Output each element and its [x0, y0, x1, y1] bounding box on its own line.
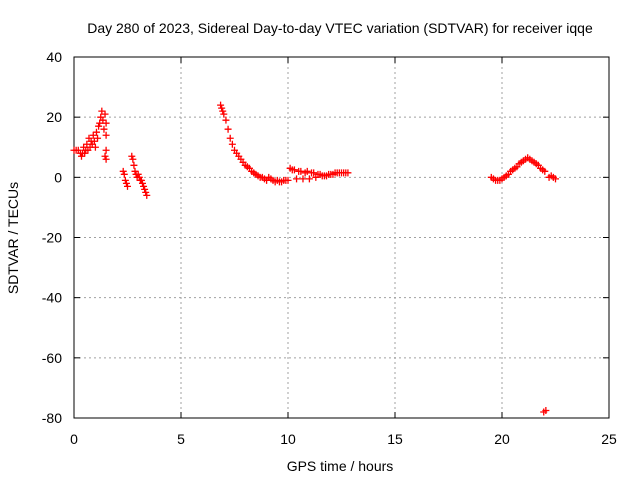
data-point — [143, 191, 151, 199]
data-point — [91, 143, 99, 151]
data-point — [120, 170, 128, 178]
data-point — [297, 167, 305, 175]
data-point — [344, 169, 352, 177]
axis-ticks: 0 5 10 15 20 25 -80 -60 -40 -20 0 20 40 — [42, 49, 617, 447]
data-point — [122, 179, 130, 187]
data-point — [220, 110, 228, 118]
data-point — [124, 182, 131, 190]
x-tick-label: 15 — [387, 431, 403, 447]
data-point — [226, 134, 234, 142]
data-point — [119, 167, 127, 175]
data-point — [305, 175, 313, 183]
x-tick-label: 10 — [280, 431, 296, 447]
data-point — [141, 185, 149, 193]
x-tick-label: 5 — [177, 431, 185, 447]
data-point — [224, 125, 232, 133]
x-tick-label: 0 — [70, 431, 78, 447]
data-series — [70, 101, 559, 416]
data-point — [102, 146, 110, 154]
data-point — [100, 125, 108, 133]
data-point — [101, 152, 109, 160]
data-point — [219, 107, 227, 115]
data-point — [130, 161, 138, 169]
data-point — [77, 152, 85, 160]
y-tick-label: 20 — [46, 109, 62, 125]
data-point — [102, 131, 110, 139]
y-tick-label: -20 — [42, 230, 62, 246]
chart-title: Day 280 of 2023, Sidereal Day-to-day VTE… — [87, 20, 593, 36]
data-point — [293, 175, 301, 183]
y-axis-label: SDTVAR / TECUs — [5, 182, 21, 294]
y-tick-label: -80 — [42, 410, 62, 426]
data-point — [303, 167, 311, 175]
data-point — [99, 116, 107, 124]
data-point — [102, 155, 110, 163]
data-point — [222, 116, 230, 124]
data-point — [101, 110, 109, 118]
data-point — [102, 119, 110, 127]
data-point — [128, 152, 136, 160]
data-point — [284, 176, 292, 184]
data-point — [131, 167, 139, 175]
data-point — [137, 176, 145, 184]
data-point — [138, 179, 146, 187]
data-point — [98, 107, 106, 115]
y-tick-label: -60 — [42, 350, 62, 366]
x-axis-label: GPS time / hours — [287, 458, 394, 474]
data-point — [290, 166, 298, 174]
data-point — [90, 137, 98, 145]
data-point — [310, 169, 318, 177]
data-point — [134, 170, 142, 178]
data-point — [541, 167, 549, 175]
data-point — [140, 182, 148, 190]
data-point — [542, 406, 550, 414]
data-point — [96, 119, 104, 127]
x-tick-label: 20 — [494, 431, 510, 447]
data-point — [94, 134, 102, 142]
y-tick-label: -40 — [42, 290, 62, 306]
data-point — [142, 188, 150, 196]
data-point — [95, 122, 103, 130]
data-point — [228, 140, 236, 148]
x-tick-label: 25 — [601, 431, 617, 447]
y-tick-label: 0 — [54, 169, 62, 185]
data-point — [129, 155, 137, 163]
data-point — [92, 128, 100, 136]
data-point — [552, 175, 559, 183]
data-point — [299, 175, 307, 183]
data-point — [81, 149, 89, 157]
y-tick-label: 40 — [46, 49, 62, 65]
data-point — [218, 104, 226, 112]
data-point — [217, 101, 225, 109]
data-point — [89, 131, 97, 139]
data-point — [121, 176, 129, 184]
grid-lines — [74, 57, 609, 418]
